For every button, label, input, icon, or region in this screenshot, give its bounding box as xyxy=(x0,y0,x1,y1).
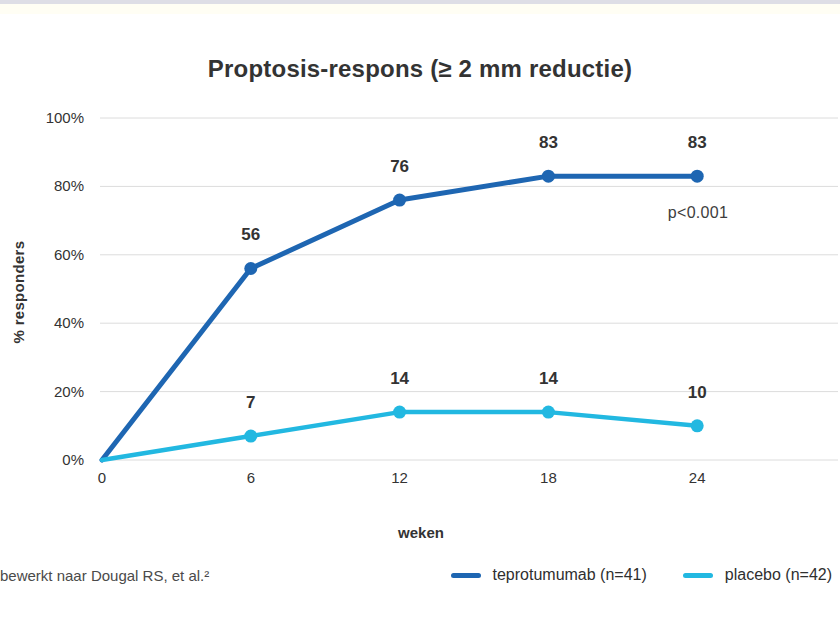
x-axis-title: weken xyxy=(398,524,444,541)
p-value-annotation: p<0.001 xyxy=(668,204,728,222)
legend-label: placebo (n=42) xyxy=(725,566,832,584)
data-point-label: 14 xyxy=(390,368,409,390)
x-tick-label: 0 xyxy=(98,468,106,488)
y-tick-label: 20% xyxy=(0,382,84,402)
y-tick-label: 80% xyxy=(0,176,84,196)
legend-swatch-icon xyxy=(451,573,481,578)
data-point xyxy=(542,406,555,419)
data-point-label: 7 xyxy=(246,392,255,414)
data-point xyxy=(393,194,406,207)
data-point xyxy=(691,170,704,183)
data-point-label: 83 xyxy=(539,132,558,154)
data-point-label: 56 xyxy=(241,224,260,246)
x-tick-label: 6 xyxy=(247,468,255,488)
legend-item: teprotumumab (n=41) xyxy=(451,566,647,584)
data-point xyxy=(393,406,406,419)
legend-item: placebo (n=42) xyxy=(683,566,832,584)
data-point xyxy=(542,170,555,183)
data-point xyxy=(244,430,257,443)
data-point-label: 76 xyxy=(390,156,409,178)
legend: teprotumumab (n=41) placebo (n=42) xyxy=(451,566,833,584)
y-tick-label: 60% xyxy=(0,245,84,265)
y-tick-label: 100% xyxy=(0,108,84,128)
data-point-label: 83 xyxy=(688,132,707,154)
legend-label: teprotumumab (n=41) xyxy=(493,566,647,584)
y-tick-label: 40% xyxy=(0,313,84,333)
data-point xyxy=(691,419,704,432)
y-tick-label: 0% xyxy=(0,450,84,470)
data-point-label: 14 xyxy=(539,368,558,390)
legend-swatch-icon xyxy=(683,573,713,578)
x-tick-label: 12 xyxy=(391,468,408,488)
footer: bewerkt naar Dougal RS, et al.² teprotum… xyxy=(0,566,832,584)
x-tick-label: 18 xyxy=(540,468,557,488)
x-tick-label: 24 xyxy=(689,468,706,488)
data-point-label: 10 xyxy=(688,382,707,404)
data-point xyxy=(244,262,257,275)
series-line-placebo xyxy=(102,412,697,460)
source-footnote: bewerkt naar Dougal RS, et al.² xyxy=(0,567,209,584)
